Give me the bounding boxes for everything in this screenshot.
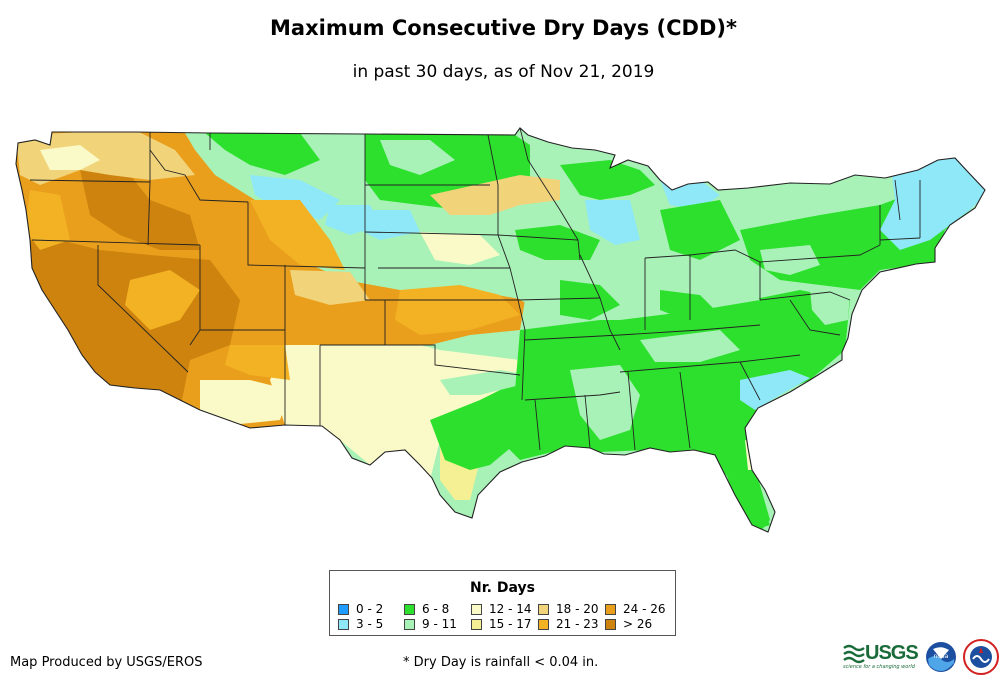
usgs-wordmark: USGS: [865, 642, 919, 664]
usgs-tagline: science for a changing world: [843, 664, 915, 670]
legend-item: 21 - 23: [538, 618, 599, 631]
legend-item: 24 - 26: [605, 603, 666, 616]
legend-item: 0 - 2: [338, 603, 383, 616]
legend-swatch: [538, 619, 549, 630]
map-credit: Map Produced by USGS/EROS: [10, 655, 203, 670]
cdd-map: [15, 127, 986, 533]
noaa-wordmark: noaa: [934, 653, 949, 660]
legend-swatch: [471, 619, 482, 630]
legend-item: 12 - 14: [471, 603, 532, 616]
legend-label: 9 - 11: [422, 617, 457, 631]
legend-swatch: [404, 604, 415, 615]
dry-day-footnote: * Dry Day is rainfall < 0.04 in.: [403, 655, 599, 670]
legend-item: 6 - 8: [404, 603, 449, 616]
legend-swatch: [605, 619, 616, 630]
legend-item: 15 - 17: [471, 618, 532, 631]
legend-item: 18 - 20: [538, 603, 599, 616]
usgs-logo: USGS science for a changing world: [843, 642, 919, 670]
map-title: Maximum Consecutive Dry Days (CDD)*: [270, 16, 737, 40]
legend-swatch: [538, 604, 549, 615]
legend-label: 0 - 2: [356, 602, 384, 616]
cdd-fill-layer: [16, 128, 985, 532]
legend-swatch: [471, 604, 482, 615]
legend-swatch: [338, 604, 349, 615]
state-borders: [15, 127, 986, 533]
legend-label: 6 - 8: [422, 602, 450, 616]
legend-item: 3 - 5: [338, 618, 383, 631]
legend-label: 24 - 26: [623, 602, 666, 616]
legend-label: 12 - 14: [489, 602, 532, 616]
legend-label: 18 - 20: [556, 602, 599, 616]
map-subtitle: in past 30 days, as of Nov 21, 2019: [352, 62, 655, 82]
legend-label: 15 - 17: [489, 617, 532, 631]
nws-logo: [963, 639, 999, 675]
legend-item: > 26: [605, 618, 652, 631]
legend-item: 9 - 11: [404, 618, 457, 631]
legend-swatch: [605, 604, 616, 615]
legend-label: > 26: [623, 617, 653, 631]
legend-swatch: [404, 619, 415, 630]
noaa-logo: noaa: [926, 642, 956, 672]
legend-label: 21 - 23: [556, 617, 599, 631]
legend-swatch: [338, 619, 349, 630]
legend-box: Nr. Days 0 - 2 3 - 5 6 - 8 9 - 11 12 - 1…: [329, 570, 676, 636]
usgs-wave-icon: [843, 644, 865, 664]
legend-label: 3 - 5: [356, 617, 384, 631]
legend-title: Nr. Days: [470, 580, 535, 596]
